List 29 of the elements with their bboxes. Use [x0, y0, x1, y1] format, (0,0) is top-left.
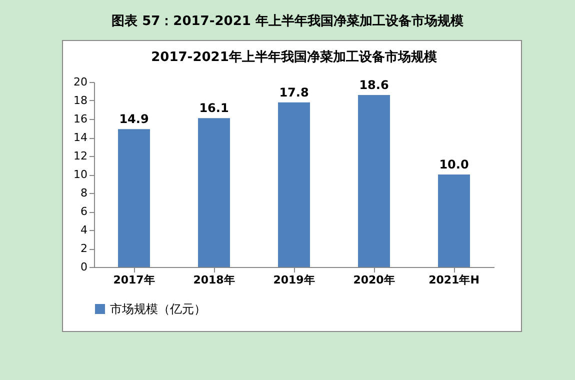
y-tick-label: 8: [80, 186, 88, 200]
bar: [358, 94, 390, 267]
bar: [198, 118, 230, 267]
y-tick-label: 2: [80, 242, 88, 255]
bar: [118, 129, 150, 267]
text: 10.0: [439, 158, 469, 172]
y-tick-label: 12: [74, 150, 88, 162]
y-tick-label: 14: [74, 131, 88, 144]
y-tick-label: 6: [80, 205, 88, 218]
bar: [278, 102, 310, 267]
y-tick-label: 0: [80, 260, 88, 274]
x-tick-label: 2019年: [273, 274, 315, 286]
legend-label: 市场规模（亿元）: [110, 302, 206, 316]
text: 17.8: [279, 85, 309, 100]
text: 16.1: [199, 101, 229, 116]
y-tick-label: 4: [80, 224, 88, 236]
y-tick-label: 18: [74, 94, 88, 107]
y-tick-label: 16: [74, 112, 88, 126]
chart-subtitle: 2017-2021年上半年我国净菜加工设备市场规模: [151, 49, 437, 65]
y-tick-label: 10: [74, 168, 88, 181]
chart-title: 图表 57：2017-2021 年上半年我国净菜加工设备市场规模: [110, 12, 464, 31]
text: 18.6: [359, 78, 389, 92]
text: 14.9: [119, 112, 149, 126]
x-tick-label: 2020年: [353, 274, 395, 286]
bar: [438, 174, 470, 267]
x-tick-label: 2018年: [193, 274, 235, 286]
x-tick-label: 2017年: [113, 274, 155, 286]
x-tick-label: 2021年H: [428, 274, 480, 286]
y-tick-label: 20: [74, 76, 88, 88]
